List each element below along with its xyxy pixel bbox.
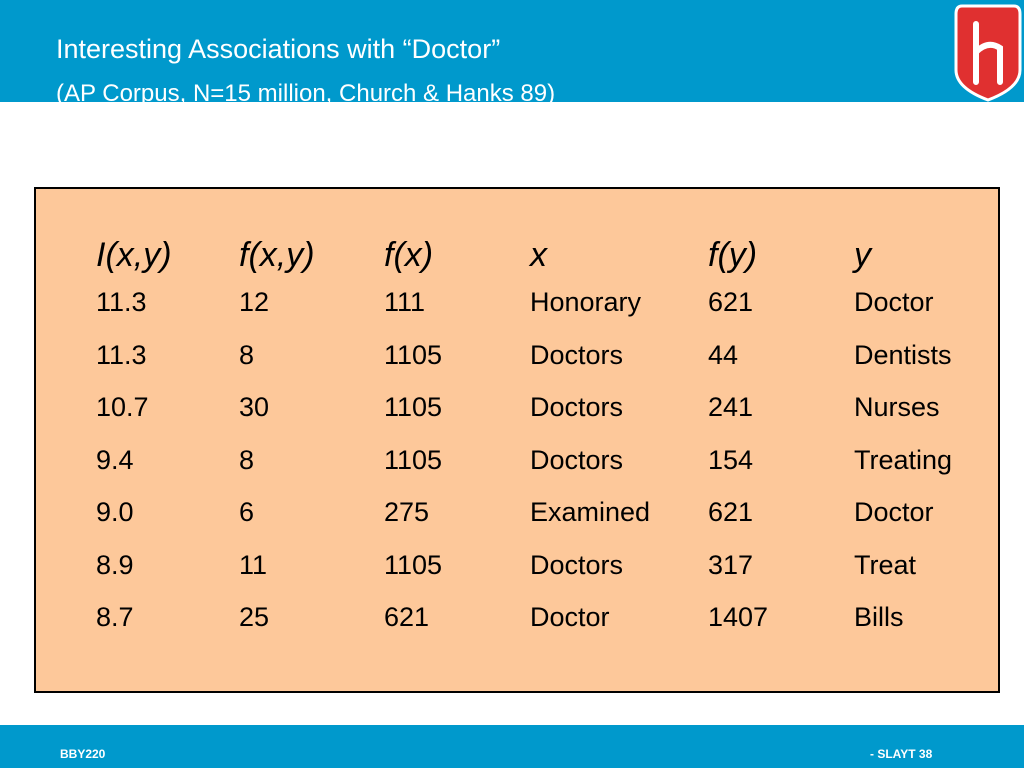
slide-title: Interesting Associations with “Doctor”	[56, 34, 501, 64]
association-table: I(x,y) f(x,y) f(x) x f(y) y 11.3 12 111 …	[34, 187, 1000, 693]
table-row: 9.4 8 1105 Doctors 154 Treating	[36, 440, 998, 480]
table-cell: Doctors	[530, 550, 624, 580]
table-cell: 8.7	[96, 602, 134, 632]
table-cell: 9.4	[96, 445, 134, 475]
table-row: 8.7 25 621 Doctor 1407 Bills	[36, 597, 998, 637]
table-cell: Bills	[854, 602, 904, 632]
header-cell: f(x)	[384, 236, 434, 274]
table-cell: Treating	[854, 445, 953, 475]
table-row: 8.9 11 1105 Doctors 317 Treat	[36, 545, 998, 585]
university-logo-icon	[954, 4, 1022, 102]
header-cell: I(x,y)	[96, 236, 172, 274]
table-cell: Honorary	[530, 287, 642, 317]
table-cell: 621	[708, 287, 754, 317]
table-cell: 1105	[384, 340, 443, 370]
table-cell: Doctor	[854, 287, 934, 317]
slide-header: Interesting Associations with “Doctor” (…	[0, 0, 1024, 102]
table-cell: 111	[384, 287, 426, 317]
table-cell: 11	[239, 550, 268, 580]
table-cell: 275	[384, 497, 430, 527]
slide-number: - SLAYT 38	[870, 747, 933, 761]
table-cell: Examined	[530, 497, 651, 527]
table-cell: 9.0	[96, 497, 134, 527]
table-cell: Nurses	[854, 392, 940, 422]
table-cell: 6	[239, 497, 255, 527]
table-cell: 1407	[708, 602, 769, 632]
table-cell: 44	[708, 340, 739, 370]
table-cell: Doctors	[530, 340, 624, 370]
table-row: 11.3 8 1105 Doctors 44 Dentists	[36, 335, 998, 375]
table-cell: 11.3	[96, 340, 147, 370]
course-code: BBY220	[60, 747, 106, 761]
table-cell: 8	[239, 445, 255, 475]
table-cell: 241	[708, 392, 754, 422]
table-cell: Doctors	[530, 392, 624, 422]
table-cell: Doctor	[530, 602, 610, 632]
table-cell: 10.7	[96, 392, 149, 422]
table-row: 9.0 6 275 Examined 621 Doctor	[36, 492, 998, 532]
header-cell: y	[854, 236, 871, 274]
table-cell: 621	[708, 497, 754, 527]
table-row: 10.7 30 1105 Doctors 241 Nurses	[36, 387, 998, 427]
header-cell: f(x,y)	[239, 236, 315, 274]
table-cell: 154	[708, 445, 754, 475]
header-cell: f(y)	[708, 236, 758, 274]
table-cell: 25	[239, 602, 270, 632]
header-cell: x	[530, 236, 547, 274]
table-cell: 11.3	[96, 287, 147, 317]
table-cell: 1105	[384, 392, 443, 422]
table-cell: 1105	[384, 445, 443, 475]
table-cell: Doctors	[530, 445, 624, 475]
table-cell: 1105	[384, 550, 443, 580]
table-cell: 12	[239, 287, 270, 317]
table-cell: 8	[239, 340, 255, 370]
table-cell: 30	[239, 392, 270, 422]
slide-subtitle: (AP Corpus, N=15 million, Church & Hanks…	[56, 80, 556, 102]
table-cell: Dentists	[854, 340, 952, 370]
table-cell: 317	[708, 550, 754, 580]
slide-footer: BBY220 - SLAYT 38	[0, 725, 1024, 768]
table-cell: Treat	[854, 550, 917, 580]
table-cell: 8.9	[96, 550, 134, 580]
table-cell: Doctor	[854, 497, 934, 527]
table-header-row: I(x,y) f(x,y) f(x) x f(y) y	[36, 235, 998, 275]
table-cell: 621	[384, 602, 430, 632]
table-row: 11.3 12 111 Honorary 621 Doctor	[36, 282, 998, 322]
